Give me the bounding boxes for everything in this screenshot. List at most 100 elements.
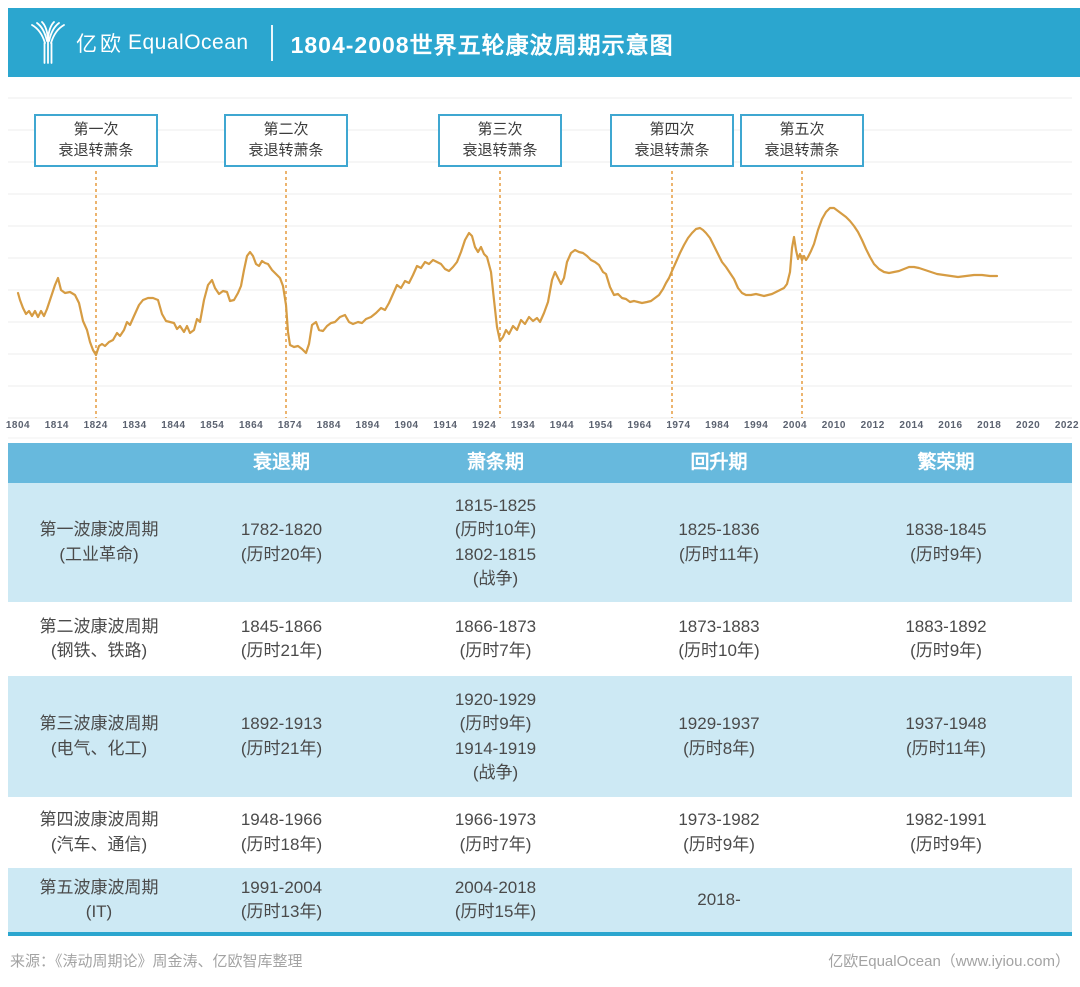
table-cell: 1873-1883 (历时10年) xyxy=(618,615,820,663)
event-box-label: 衰退转萧条 xyxy=(764,141,840,159)
cell-line: 第三波康波周期 xyxy=(39,714,159,734)
x-axis-label: 1894 xyxy=(355,420,380,431)
cell-line: (IT) xyxy=(85,902,113,921)
cell-line: (历时9年) xyxy=(910,641,982,660)
x-axis-label: 2004 xyxy=(782,420,808,431)
event-box: 第五次 衰退转萧条 xyxy=(740,114,864,167)
cell-line: 1920-1929 xyxy=(454,690,537,710)
x-axis-label: 2014 xyxy=(899,420,924,431)
x-axis-label: 2018 xyxy=(977,420,1002,431)
cell-line: (历时21年) xyxy=(240,641,323,660)
cell-line: (历时9年) xyxy=(683,834,755,854)
x-axis-label: 1974 xyxy=(666,420,691,431)
cell-line: (历时7年) xyxy=(459,641,532,660)
cell-line: 第一波康波周期 xyxy=(39,520,159,540)
cell-line: (历时11年) xyxy=(679,544,759,564)
cell-line: 2004-2018 xyxy=(454,877,537,897)
table-cell: 1982-1991 (历时9年) xyxy=(820,808,1072,856)
cell-line: 2018- xyxy=(697,889,741,909)
table-cell: 1948-1966 (历时18年) xyxy=(190,808,373,856)
event-box-label: 衰退转萧条 xyxy=(462,141,538,159)
kondratieff-cycles-table: 衰退期 萧条期 回升期 繁荣期第一波康波周期 (工业革命) 1782-1820 (历时20年… xyxy=(8,443,1072,932)
cell-line: (历时9年) xyxy=(910,834,982,854)
x-axis-label: 1834 xyxy=(122,420,147,431)
x-axis-label: 1924 xyxy=(472,420,497,431)
x-axis-label: 1874 xyxy=(277,420,303,431)
table-cell: 1929-1937 (历时8年) xyxy=(618,712,820,760)
row-label-cell: 第三波康波周期 (电气、化工) xyxy=(8,712,190,760)
table-cell: 1883-1892 (历时9年) xyxy=(820,615,1072,663)
cell-line: 1929-1937 xyxy=(678,714,760,734)
cell-line: (钢铁、铁路) xyxy=(50,641,148,660)
x-axis-label: 1884 xyxy=(316,420,341,431)
cell-line: 1825-1836 xyxy=(678,520,760,540)
cell-line: 第四波康波周期 xyxy=(39,810,159,830)
logo-text-cn: 亿欧 xyxy=(76,32,124,56)
event-box: 第三次 衰退转萧条 xyxy=(438,114,562,167)
cell-line: (历时11年) xyxy=(906,738,986,758)
table-cell: 1845-1866 (历时21年) xyxy=(190,615,373,663)
source-note: 来源：《涛动周期论》周金涛、亿欧智库整理 xyxy=(10,953,303,970)
x-axis-label: 2020 xyxy=(1015,420,1041,431)
table-bottom-border xyxy=(8,932,1072,936)
cell-line: (历时8年) xyxy=(683,738,755,758)
cell-line: (历时9年) xyxy=(910,544,982,564)
cell-line: 1973-1982 xyxy=(678,810,760,830)
cell-line: (汽车、通信) xyxy=(50,834,148,854)
row-label-cell: 第一波康波周期 (工业革命) xyxy=(8,518,190,566)
cell-line: 第五波康波周期 xyxy=(39,877,159,897)
cell-line: (历时21年) xyxy=(240,738,323,758)
cell-line: (历时7年) xyxy=(459,834,532,854)
cell-line: 1883-1892 xyxy=(905,616,987,636)
cell-line: 1991-2004 xyxy=(240,877,323,897)
x-axis-label: 1814 xyxy=(44,420,69,431)
cell-line: 1802-1815 xyxy=(454,544,537,564)
table-header-cell: 萧条期 xyxy=(466,451,524,473)
cell-line: (战争) xyxy=(472,762,519,782)
x-axis-label: 1944 xyxy=(549,420,575,431)
cell-line: (历时10年) xyxy=(678,641,760,660)
header-divider xyxy=(270,24,273,61)
table-cell: 1920-1929 (历时9年) 1914-1919 (战争) xyxy=(373,688,618,785)
table-row: 第五波康波周期 (IT) 1991-2004 (历时13年) 2004-2018 (历时1… xyxy=(8,868,1072,932)
credit-note: 亿欧EqualOcean（www.iyiou.com） xyxy=(828,953,1070,970)
event-box: 第一次 衰退转萧条 xyxy=(34,114,158,167)
header-bar: 亿欧 EqualOcean 1804-2008世界五轮康波周期示意图 xyxy=(8,8,1080,77)
event-box-label: 第三次 xyxy=(477,121,523,139)
event-box: 第四次 衰退转萧条 xyxy=(610,114,734,167)
x-axis-label: 2010 xyxy=(821,420,846,431)
page-title: 1804-2008世界五轮康波周期示意图 xyxy=(290,31,674,58)
table-cell: 1866-1873 (历时7年) xyxy=(373,615,618,663)
x-axis-label: 2016 xyxy=(938,420,963,431)
cell-line: 1966-1973 xyxy=(454,810,537,830)
x-axis-label: 1954 xyxy=(588,420,613,431)
row-label-cell: 第四波康波周期 (汽车、通信) xyxy=(8,808,190,856)
x-axis-label: 1824 xyxy=(83,420,108,431)
table-cell: 1973-1982 (历时9年) xyxy=(618,808,820,856)
cell-line: (工业革命) xyxy=(59,544,139,564)
cell-line: 1873-1883 xyxy=(678,616,760,636)
cell-line: (战争) xyxy=(472,568,519,588)
x-axis-label: 1864 xyxy=(238,420,264,431)
table-header-cell: 衰退期 xyxy=(252,451,310,473)
event-box-label: 第四次 xyxy=(649,121,695,139)
x-axis-label: 1844 xyxy=(161,420,186,431)
wave-line xyxy=(16,206,999,357)
table-cell: 2018- xyxy=(618,888,820,912)
x-axis-label: 1804 xyxy=(5,420,31,431)
table-cell: 1892-1913 (历时21年) xyxy=(190,712,373,760)
x-axis-label: 1994 xyxy=(744,420,769,431)
cell-line: 1782-1820 xyxy=(240,520,323,540)
table-header-cell: 繁荣期 xyxy=(917,451,975,473)
cell-line: (历时20年) xyxy=(240,544,323,564)
event-box-label: 第一次 xyxy=(73,121,119,139)
x-axis-label: 1934 xyxy=(510,420,536,431)
equalocean-logo: 亿欧 EqualOcean xyxy=(28,20,249,65)
cell-line: 第二波康波周期 xyxy=(39,616,159,636)
cell-line: 1892-1913 xyxy=(240,714,323,734)
table-cell: 2004-2018 (历时15年) xyxy=(373,876,618,924)
x-axis-label: 1904 xyxy=(394,420,419,431)
table-header-cell: 回升期 xyxy=(690,451,748,473)
cell-line: 1948-1966 xyxy=(240,810,323,830)
